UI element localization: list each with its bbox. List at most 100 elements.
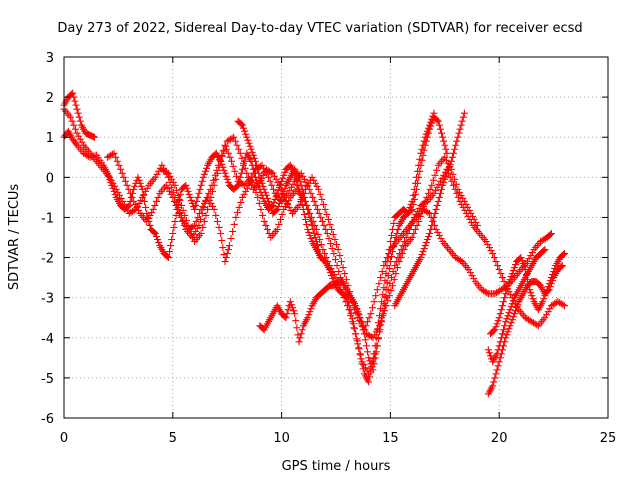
data-point <box>550 268 558 276</box>
data-point <box>174 205 182 213</box>
data-point <box>497 306 505 314</box>
data-point <box>280 187 288 195</box>
data-point <box>131 182 139 190</box>
data-point <box>500 326 508 334</box>
data-point <box>542 289 550 297</box>
data-point <box>290 307 298 315</box>
data-point <box>74 109 82 117</box>
y-tick-label: 2 <box>46 91 54 106</box>
data-point <box>503 331 511 339</box>
data-point <box>213 169 221 177</box>
data-point <box>233 141 241 149</box>
data-point <box>416 155 424 163</box>
data-point <box>293 324 301 332</box>
data-point <box>307 189 315 197</box>
data-point <box>382 286 390 294</box>
data-point <box>459 113 467 121</box>
data-point <box>456 197 464 205</box>
data-point <box>417 149 425 157</box>
data-point <box>359 326 367 334</box>
series-8 <box>484 246 549 366</box>
data-point <box>153 170 161 178</box>
data-point <box>146 221 154 229</box>
data-point <box>286 186 294 194</box>
data-point <box>500 278 508 286</box>
data-point <box>200 203 208 211</box>
data-point <box>266 177 274 185</box>
data-point <box>510 310 518 318</box>
data-point <box>437 235 445 243</box>
data-point <box>544 283 552 291</box>
data-point <box>559 251 567 259</box>
data-point <box>514 301 522 309</box>
x-tick-label: 15 <box>382 431 399 446</box>
chart-title: Day 273 of 2022, Sidereal Day-to-day VTE… <box>57 21 582 36</box>
data-point <box>197 229 205 237</box>
data-point <box>498 346 506 354</box>
data-point <box>507 273 515 281</box>
data-point <box>155 239 163 247</box>
data-point <box>463 209 471 217</box>
data-point <box>495 358 503 366</box>
y-tick-label: -1 <box>41 211 54 226</box>
data-point <box>451 185 459 193</box>
data-point <box>496 310 504 318</box>
data-point <box>224 149 232 157</box>
data-point <box>234 208 242 216</box>
data-point <box>432 186 440 194</box>
data-point <box>546 277 554 285</box>
data-point <box>230 220 238 228</box>
data-point <box>258 179 266 187</box>
data-point <box>403 210 411 218</box>
data-point <box>220 147 228 155</box>
plot-frame <box>63 56 609 419</box>
data-point <box>379 307 387 315</box>
data-point <box>244 136 252 144</box>
data-point <box>170 197 178 205</box>
data-point <box>430 109 438 117</box>
data-point <box>451 145 459 153</box>
data-point <box>185 190 193 198</box>
data-point <box>342 276 350 284</box>
data-point <box>228 134 236 142</box>
data-point <box>300 193 308 201</box>
data-point <box>319 200 327 208</box>
data-point <box>418 251 426 259</box>
data-point <box>365 314 373 322</box>
data-point <box>485 244 493 252</box>
data-point <box>270 198 278 206</box>
data-point <box>330 271 338 279</box>
data-point <box>323 229 331 237</box>
data-point <box>304 205 312 213</box>
data-point <box>255 199 263 207</box>
data-point <box>201 197 209 205</box>
data-point <box>281 184 289 192</box>
data-point <box>410 185 418 193</box>
data-point <box>241 164 249 172</box>
data-point <box>119 197 127 205</box>
data-point <box>485 349 493 357</box>
data-point <box>310 176 318 184</box>
data-point <box>328 245 336 253</box>
data-point <box>303 201 311 209</box>
data-point <box>378 314 386 322</box>
data-point <box>507 319 515 327</box>
data-point <box>112 153 120 161</box>
data-point <box>306 231 314 239</box>
data-point <box>391 262 399 270</box>
data-point <box>112 185 120 193</box>
data-point <box>286 298 294 306</box>
data-point <box>298 326 306 334</box>
data-point <box>442 145 450 153</box>
data-point <box>225 242 233 250</box>
data-point <box>134 173 142 181</box>
data-point <box>141 197 149 205</box>
data-point <box>339 264 347 272</box>
data-point <box>408 234 416 241</box>
data-point <box>215 163 223 171</box>
data-point <box>218 152 226 160</box>
data-point <box>135 206 143 214</box>
data-point <box>438 129 446 137</box>
data-point <box>120 173 128 181</box>
data-point <box>212 175 220 183</box>
